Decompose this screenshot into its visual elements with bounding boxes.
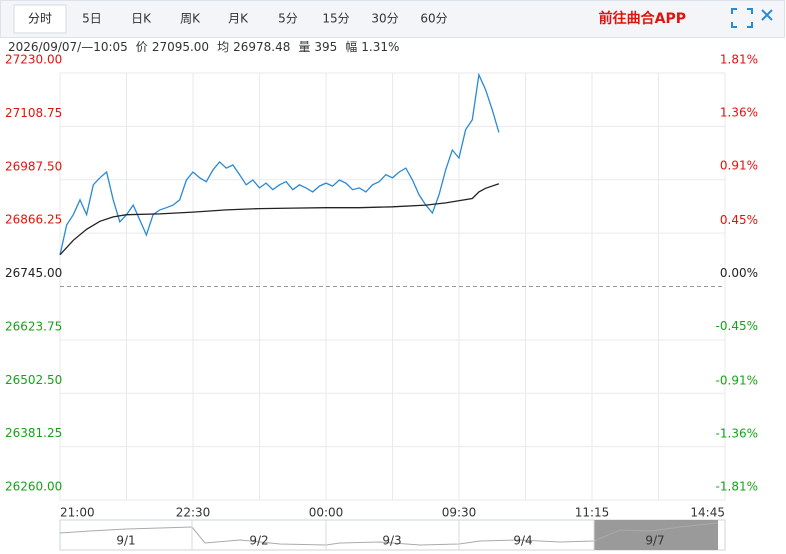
tab[interactable]: 15分 bbox=[322, 12, 349, 26]
tab[interactable]: 60分 bbox=[420, 12, 447, 26]
info-time: 2026/09/07/—10:05 bbox=[8, 40, 128, 54]
grid bbox=[59, 72, 726, 501]
tab[interactable]: 5分 bbox=[278, 12, 298, 26]
tab[interactable]: 分时 bbox=[28, 12, 52, 26]
x-tick-label: 21:00 bbox=[60, 506, 95, 520]
y-tick-label: 26745.00 bbox=[5, 266, 62, 280]
navigator-label: 9/2 bbox=[249, 534, 268, 548]
y2-tick-label: -1.36% bbox=[716, 426, 758, 440]
x-tick-label: 09:30 bbox=[442, 506, 477, 520]
info-value: 395 bbox=[314, 40, 337, 54]
navigator-label: 9/3 bbox=[382, 534, 401, 548]
info-value: 1.31% bbox=[361, 40, 399, 54]
y2-tick-label: 1.81% bbox=[720, 53, 758, 67]
info-value: 26978.48 bbox=[233, 40, 290, 54]
y2-tick-label: -0.45% bbox=[716, 319, 758, 333]
y2-tick-label: -1.81% bbox=[716, 480, 758, 494]
tab[interactable]: 日K bbox=[131, 12, 152, 26]
info-label: 均 bbox=[217, 40, 229, 54]
info-label: 幅 bbox=[345, 39, 357, 54]
y2-tick-label: 0.00% bbox=[720, 266, 758, 280]
x-tick-label: 00:00 bbox=[309, 506, 344, 520]
x-tick-label: 11:15 bbox=[575, 506, 610, 520]
y2-tick-label: 1.36% bbox=[720, 106, 758, 120]
navigator-line bbox=[59, 522, 719, 546]
toolbar bbox=[0, 0, 785, 38]
x-tick-label: 22:30 bbox=[176, 506, 211, 520]
info-line: 2026/09/07/—10:05 价 27095.00 均 26978.48 量 395 幅… bbox=[8, 39, 399, 54]
y2-tick-label: 0.45% bbox=[720, 213, 758, 227]
tab[interactable]: 5日 bbox=[82, 12, 102, 26]
y-tick-label: 26502.50 bbox=[5, 373, 62, 387]
info-label: 量 bbox=[298, 40, 310, 54]
navigator-label: 9/7 bbox=[645, 534, 664, 548]
close-icon[interactable] bbox=[761, 9, 773, 21]
fullscreen-icon[interactable] bbox=[731, 8, 753, 28]
navigator-label: 9/4 bbox=[513, 534, 532, 548]
y-tick-label: 27230.00 bbox=[5, 53, 62, 67]
active-tab-bg bbox=[13, 4, 67, 34]
y-tick-label: 27108.75 bbox=[5, 106, 62, 120]
price-line bbox=[59, 183, 500, 256]
info-label: 价 bbox=[136, 40, 148, 54]
tab[interactable]: 30分 bbox=[371, 12, 398, 26]
y2-tick-label: -0.91% bbox=[716, 373, 758, 387]
x-tick-label: 14:45 bbox=[690, 506, 725, 520]
y-tick-label: 26623.75 bbox=[5, 319, 62, 333]
y-tick-label: 26381.25 bbox=[5, 426, 62, 440]
tab[interactable]: 月K bbox=[228, 12, 249, 26]
y-tick-label: 26866.25 bbox=[5, 213, 62, 227]
navigator-label: 9/1 bbox=[116, 534, 135, 548]
y-tick-label: 26987.50 bbox=[5, 159, 62, 173]
app-link[interactable]: 前往曲合APP bbox=[599, 10, 686, 27]
y-tick-label: 26260.00 bbox=[5, 480, 62, 494]
info-value: 27095.00 bbox=[152, 40, 209, 54]
y2-tick-label: 0.91% bbox=[720, 159, 758, 173]
tab[interactable]: 周K bbox=[180, 12, 201, 26]
